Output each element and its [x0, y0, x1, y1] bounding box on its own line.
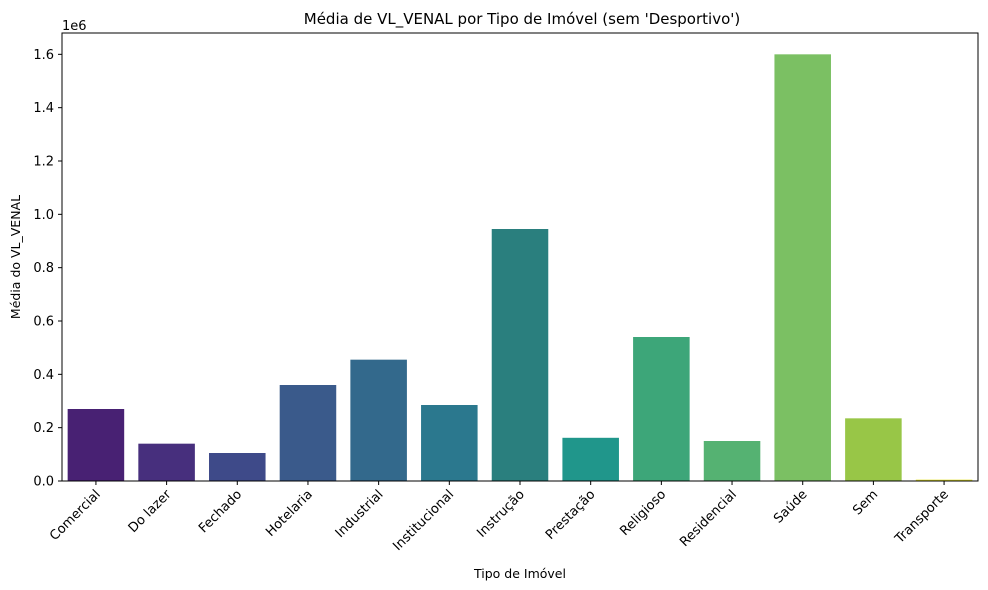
bar-hotelaria	[279, 385, 337, 481]
bar-institucional	[421, 405, 478, 481]
bar-do-lazer	[138, 443, 195, 481]
bars-group	[67, 54, 973, 481]
y-tick-label: 0.6	[33, 315, 54, 330]
bar-religioso	[633, 337, 690, 481]
x-tick-label-industrial: Industrial	[333, 487, 387, 541]
bar-transporte	[915, 479, 973, 481]
y-ticks-group: 0.0 0.2 0.4 0.6 0.8 1.0 1.2 1.4 1.6	[33, 48, 62, 490]
y-tick-label: 0.8	[33, 261, 54, 276]
bar-residencial	[703, 441, 761, 481]
bar-industrial	[350, 359, 407, 481]
x-tick-label-transporte: Transporte	[892, 487, 952, 547]
x-tick-label-fechado: Fechado	[196, 487, 245, 536]
y-tick-label: 0.2	[33, 421, 54, 436]
y-tick-label: 1.2	[33, 155, 54, 170]
x-tick-label-residencial: Residencial	[677, 487, 740, 550]
x-tick-label-comercial: Comercial	[47, 487, 104, 544]
x-tick-label-instrução: Instrução	[474, 487, 527, 540]
bar-prestação	[562, 437, 619, 481]
x-tick-label-do-lazer: Do lazer	[126, 487, 175, 536]
y-tick-label: 1.6	[33, 48, 54, 63]
x-tick-label-sem: Sem	[850, 487, 881, 518]
y-tick-label: 1.0	[33, 208, 54, 223]
x-tick-label-institucional: Institucional	[390, 487, 457, 554]
bar-sem	[845, 418, 902, 481]
x-tick-label-religioso: Religioso	[617, 487, 669, 539]
y-tick-label: 0.4	[33, 368, 54, 383]
y-tick-label: 0.0	[33, 475, 54, 490]
x-tick-label-saúde: Saúde	[771, 487, 810, 526]
y-axis-label: Média do VL_VENAL	[8, 195, 23, 319]
x-ticks-group: Comercial Do lazer Fechado Hotelaria Industr…	[47, 481, 952, 554]
chart-title: Média de VL_VENAL por Tipo de Imóvel (se…	[304, 10, 740, 29]
y-tick-label: 1.4	[33, 101, 54, 116]
x-tick-label-prestação: Prestação	[543, 487, 599, 543]
y-offset-label: 1e6	[62, 19, 87, 34]
x-axis-label: Tipo de Imóvel	[473, 566, 566, 581]
bar-comercial	[67, 409, 125, 481]
x-tick-label-hotelaria: Hotelaria	[263, 487, 316, 540]
bar-fechado	[209, 453, 266, 481]
bar-instrução	[491, 229, 549, 481]
plot-frame	[61, 32, 979, 482]
bar-saúde	[774, 54, 831, 481]
